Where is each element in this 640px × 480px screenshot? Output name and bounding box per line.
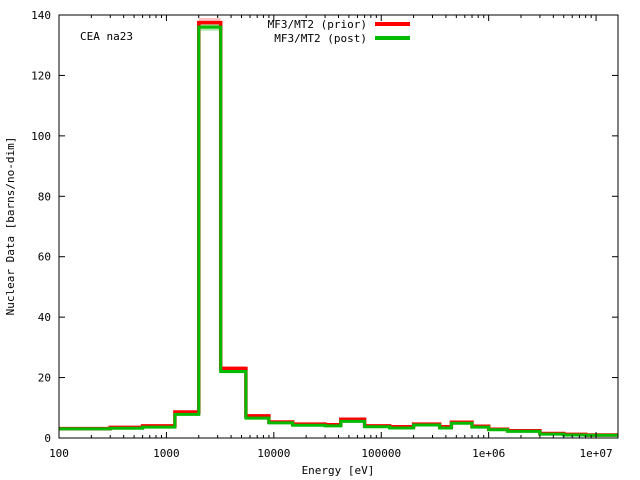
x-tick-label: 100: [49, 447, 69, 460]
x-tick-label: 1e+07: [580, 447, 613, 460]
x-tick-label: 1e+06: [472, 447, 505, 460]
chart-annotation: CEA na23: [80, 30, 133, 43]
legend-label: MF3/MT2 (post): [274, 32, 367, 45]
x-tick-label: 10000: [257, 447, 290, 460]
x-tick-label: 1000: [153, 447, 180, 460]
y-tick-label: 100: [31, 130, 51, 143]
y-tick-label: 140: [31, 9, 51, 22]
y-tick-label: 80: [38, 190, 51, 203]
x-tick-label: 100000: [361, 447, 401, 460]
y-tick-label: 0: [44, 432, 51, 445]
y-tick-label: 40: [38, 311, 51, 324]
y-axis-ticks: 0 20 40 60 80 100 120 140: [31, 9, 618, 445]
y-tick-label: 20: [38, 372, 51, 385]
series-line-0: [59, 20, 618, 437]
plot-frame: [58, 14, 619, 439]
y-tick-label: 60: [38, 251, 51, 264]
y-axis-label: Nuclear Data [barns/no-dim]: [4, 137, 17, 316]
x-axis-label: Energy [eV]: [302, 464, 375, 477]
x-axis-ticks: 100 1000 10000 100000 1e+06 1e+07: [49, 15, 613, 460]
series-line-1: [59, 25, 618, 437]
uncertainty-bands: [59, 18, 618, 436]
y-tick-label: 120: [31, 69, 51, 82]
series-lines: [59, 20, 618, 437]
legend-label: MF3/MT2 (prior): [268, 18, 367, 31]
legend: MF3/MT2 (prior)MF3/MT2 (post): [268, 18, 410, 45]
